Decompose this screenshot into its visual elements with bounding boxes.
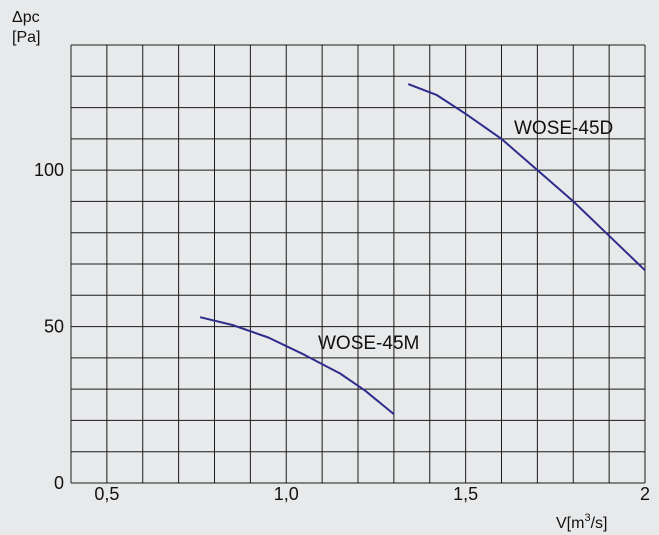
x-tick-label: 0,5 (94, 484, 119, 504)
x-tick-label: 2 (640, 484, 650, 504)
y-tick-label: 100 (34, 160, 64, 180)
x-tick-label: 1,5 (453, 484, 478, 504)
x-axis-label-suffix: /s] (591, 515, 608, 532)
y-axis-label: Δpc (12, 9, 40, 26)
series-curve-wose-45m (199, 316, 395, 415)
series-curve-wose-45d (407, 83, 646, 272)
y-axis-unit: [Pa] (12, 29, 40, 46)
series-label-wose-45m: WOSE-45M (318, 333, 419, 354)
y-tick-labels: 0 50 100 (34, 160, 64, 493)
y-tick-label: 0 (54, 473, 64, 493)
x-tick-label: 1,0 (274, 484, 299, 504)
plot-grid (70, 44, 646, 484)
y-tick-label: 50 (44, 317, 64, 337)
series-label-wose-45d: WOSE-45D (514, 118, 613, 139)
series-labels: WOSE-45M WOSE-45D (318, 118, 613, 354)
x-axis-label: V[m3/s] (556, 512, 607, 532)
x-tick-labels: 0,5 1,0 1,5 2 (94, 484, 650, 504)
series-curves (199, 83, 646, 415)
x-axis-label-superscript: 3 (584, 512, 590, 524)
x-axis-label-prefix: V[m (556, 515, 584, 532)
